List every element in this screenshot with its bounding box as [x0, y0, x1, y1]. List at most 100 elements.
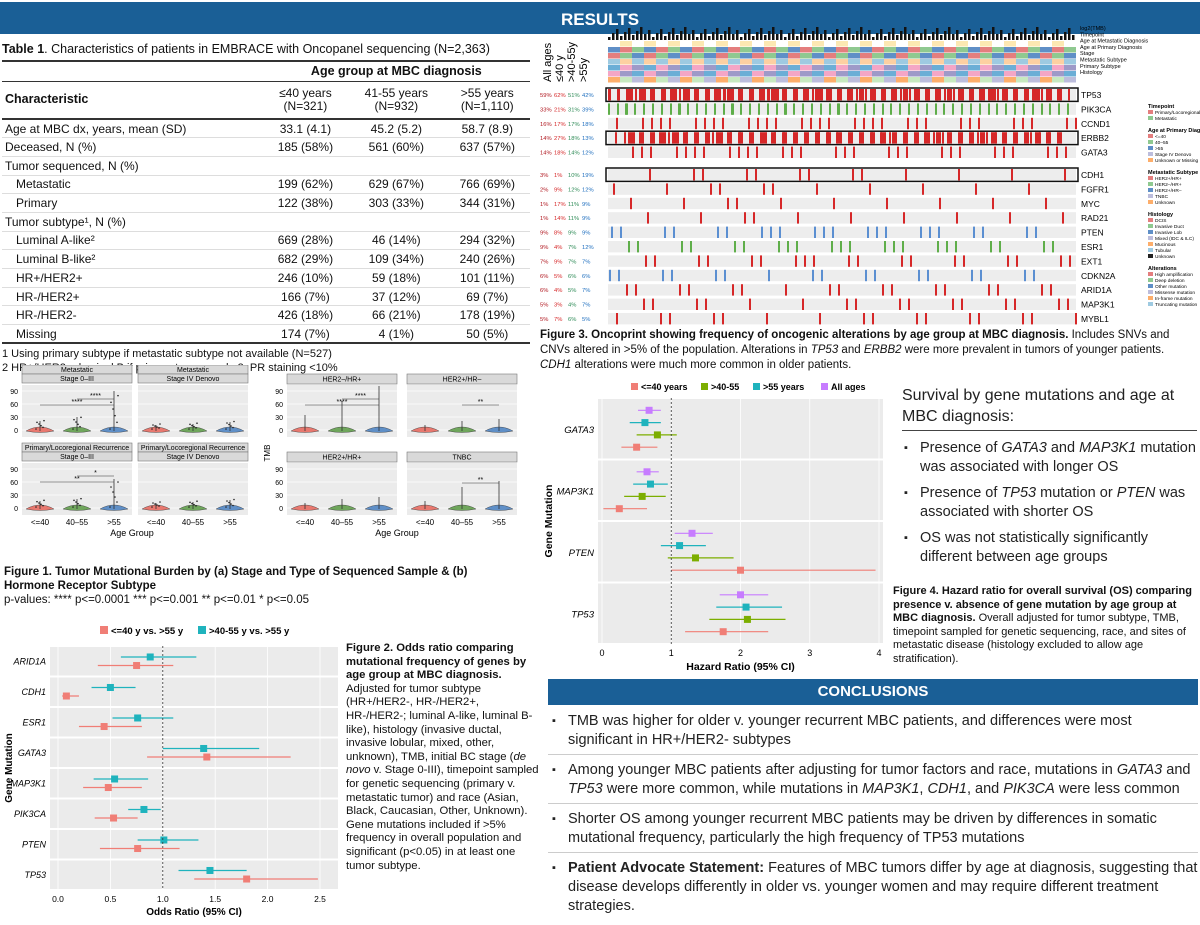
annotation-track-cell	[692, 41, 704, 47]
annotation-track-cell	[620, 53, 632, 59]
annotation-track-cell	[980, 41, 992, 47]
annotation-track-cell	[872, 47, 884, 53]
annotation-track-cell	[704, 59, 716, 65]
annotation-track-cell	[656, 47, 668, 53]
alteration-mark	[946, 241, 948, 253]
outlier-point	[195, 505, 197, 507]
table1-row: Luminal B-like² 682 (29%) 109 (34%) 240 (26…	[2, 249, 530, 269]
outlier-point	[36, 421, 38, 424]
alteration-mark	[902, 241, 904, 253]
frequency-label: 3%	[540, 173, 548, 179]
alteration-mark	[700, 212, 702, 224]
outlier-point	[40, 503, 42, 506]
alteration-mark	[814, 226, 816, 238]
alteration-mark	[677, 132, 679, 144]
legend-swatch	[1148, 158, 1153, 162]
tmb-bar	[644, 34, 647, 40]
annotation-track-cell	[632, 59, 644, 65]
legend-swatch	[1148, 176, 1153, 180]
tmb-bar	[728, 27, 731, 40]
alteration-mark	[849, 241, 851, 253]
alteration-mark	[973, 226, 975, 238]
alteration-mark	[971, 269, 973, 282]
alteration-mark	[826, 89, 831, 101]
annotation-track-cell	[1016, 71, 1028, 77]
annotation-track-cell	[692, 77, 704, 83]
tmb-bar	[852, 35, 855, 40]
alteration-mark	[703, 146, 705, 158]
frequency-label: 39%	[582, 107, 594, 113]
annotation-track-cell	[812, 47, 824, 53]
alteration-mark	[1062, 212, 1064, 224]
table1-cell	[444, 212, 530, 232]
legend-swatch	[1148, 218, 1153, 222]
outlier-point	[112, 491, 114, 493]
annotation-track-cell	[872, 59, 884, 65]
annotation-track-cell	[944, 65, 956, 71]
frequency-label: 42%	[582, 93, 594, 99]
table1-row: Tumor sequenced, N (%)	[2, 156, 530, 176]
alteration-mark	[909, 89, 911, 101]
annotation-track-cell	[716, 77, 728, 83]
gene-label: MYC	[1081, 199, 1100, 209]
row-background	[50, 677, 338, 706]
alteration-mark	[872, 313, 874, 325]
frequency-label: 62%	[554, 93, 566, 99]
gene-label: CDH1	[1081, 170, 1104, 180]
legend-item: Unknown	[1155, 254, 1175, 260]
alteration-mark	[918, 269, 920, 282]
annotation-track-cell	[716, 41, 728, 47]
table1-row: Primary 122 (38%) 303 (33%) 344 (31%)	[2, 193, 530, 213]
alteration-mark	[886, 197, 888, 210]
tmb-bar	[924, 29, 927, 40]
estimate-point	[140, 805, 148, 813]
x-tick-label: 1	[669, 648, 674, 658]
annotation-track-cell	[800, 41, 812, 47]
alteration-mark	[795, 255, 797, 267]
tmb-bar	[612, 33, 615, 40]
alteration-mark	[926, 103, 928, 115]
frequency-label: 14%	[554, 216, 566, 222]
alteration-mark	[714, 103, 716, 115]
legend-swatch	[198, 626, 206, 634]
outlier-point	[35, 428, 37, 430]
alteration-mark	[986, 132, 988, 144]
track-label: Stage	[1080, 51, 1094, 57]
alteration-mark	[991, 132, 996, 144]
estimate-point	[641, 419, 649, 427]
y-tick-label: 0	[279, 428, 283, 435]
table1-cell: 46 (14%)	[348, 231, 445, 251]
frequency-label: 6%	[568, 274, 576, 280]
legend-swatch	[753, 383, 760, 390]
alteration-mark	[660, 313, 662, 325]
annotation-track-cell	[872, 65, 884, 71]
outlier-point	[159, 423, 161, 425]
annotation-track-cell	[728, 47, 740, 53]
table1-cell: 246 (10%)	[262, 268, 349, 288]
outlier-point	[40, 424, 42, 427]
table1-row-label: Deceased, N (%)	[2, 137, 263, 157]
annotation-track-cell	[608, 47, 620, 53]
track-label: log2(TMB)	[1080, 26, 1106, 32]
y-axis-label: TMB	[263, 445, 272, 462]
tmb-bar	[948, 27, 951, 40]
annotation-track-cell	[644, 41, 656, 47]
frequency-label: 1%	[540, 202, 548, 208]
estimate-point	[737, 591, 744, 599]
alteration-mark	[826, 132, 831, 144]
annotation-track-cell	[872, 41, 884, 47]
alteration-mark	[695, 117, 697, 130]
table1-cell: 294 (32%)	[444, 231, 530, 251]
annotation-track-cell	[908, 41, 920, 47]
significance-label: *	[94, 470, 97, 477]
tmb-bar	[776, 34, 779, 40]
gene-label: ESR1	[1081, 242, 1103, 252]
alteration-mark	[696, 298, 698, 310]
alteration-mark	[707, 255, 709, 267]
frequency-label: 3%	[554, 303, 562, 309]
annotation-track-cell	[1004, 47, 1016, 53]
table1-row-label: Age at MBC dx, years, mean (SD)	[2, 119, 263, 139]
alteration-mark	[747, 146, 749, 158]
frequency-label: 5%	[582, 317, 590, 323]
alteration-mark	[713, 313, 715, 325]
